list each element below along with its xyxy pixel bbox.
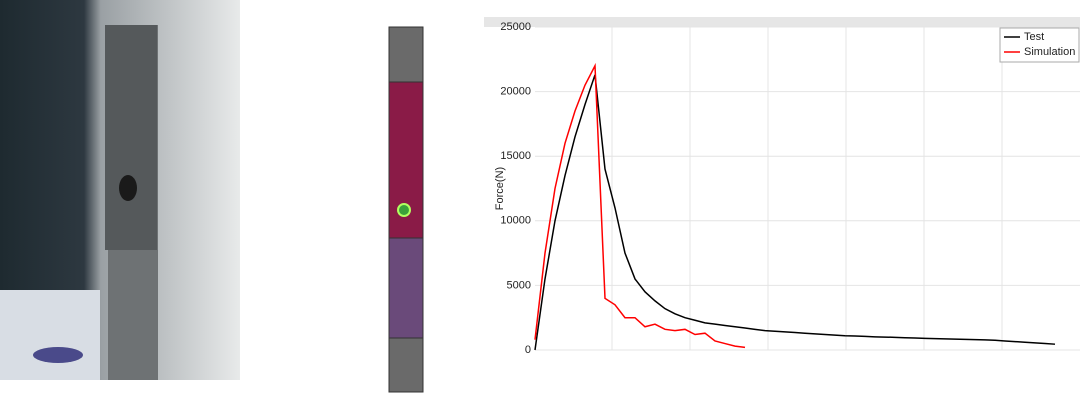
y-tick-label: 25000 xyxy=(500,21,531,33)
y-tick-label: 10000 xyxy=(500,215,531,227)
plot: 0 5000 10000 15000 20000 25000 Force(N) Test Sim… xyxy=(494,21,1080,356)
legend-label: Simulation xyxy=(1024,46,1075,58)
series-line xyxy=(534,74,1056,351)
legend-box xyxy=(999,27,1080,63)
photo xyxy=(0,0,240,380)
y-axis-label: Force(N) xyxy=(494,167,506,210)
legend-label: Test xyxy=(1024,31,1044,43)
y-tick-label: 5000 xyxy=(507,279,531,291)
y-tick-label: 0 xyxy=(525,344,531,356)
fe-model xyxy=(388,26,424,393)
toolbar xyxy=(484,17,1080,27)
y-tick-label: 15000 xyxy=(500,150,531,162)
series-line xyxy=(534,62,746,349)
y-tick-label: 20000 xyxy=(500,86,531,98)
